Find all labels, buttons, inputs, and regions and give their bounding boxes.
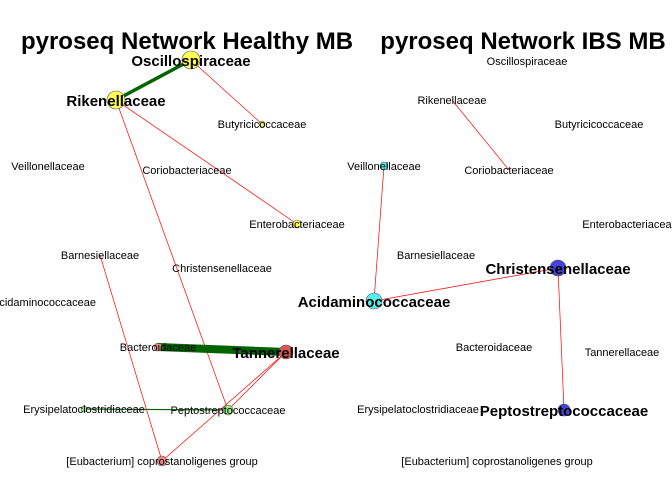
ibs-node-veillo: [379, 161, 389, 171]
ibs-edge-veillo-acidamino: [373, 165, 385, 302]
labels-layer: Oscillospiraceae Rikenellaceae Butyricicoc…: [0, 53, 672, 468]
healthy-node-erysip: [80, 405, 88, 413]
healthy-label-veillo: Veillonellaceae: [11, 161, 84, 173]
healthy-edge-rikenella-entero: [115, 99, 298, 225]
healthy-edge-barnes-eubact: [99, 254, 163, 462]
healthy-label-acidamino: Acidaminococcaceae: [0, 297, 96, 309]
ibs-label-tanner: Tannerellaceae: [585, 347, 660, 359]
ibs-label-corio: Coriobacteriaceae: [464, 165, 553, 177]
healthy-node-butyri: [258, 120, 266, 128]
edges-layer: [83, 58, 565, 462]
healthy-edge-tanner-eubact: [161, 351, 287, 462]
healthy-label-entero: Enterobacteriaceae: [249, 219, 344, 231]
healthy-node-rikenella: [106, 90, 126, 110]
ibs-label-barnes: Barnesiellaceae: [397, 250, 475, 262]
healthy-label-corio: Coriobacteriaceae: [142, 165, 231, 177]
healthy-label-barnes: Barnesiellaceae: [61, 250, 139, 262]
healthy-node-tanner: [278, 344, 294, 360]
healthy-label-pepto: Peptostreptococcaceae: [171, 405, 286, 417]
healthy-label-eubact: [Eubacterium] coprostanoligenes group: [66, 456, 257, 468]
healthy-node-eubact: [156, 455, 168, 467]
ibs-label-erysip: Erysipelatoclostridiaceae: [357, 404, 479, 416]
ibs-label-acidamino: Acidaminococcaceae: [298, 294, 451, 311]
healthy-label-christ: Christensenellaceae: [172, 263, 272, 275]
healthy-network-title: pyroseq Network Healthy MB: [21, 28, 353, 55]
healthy-edge-erysip-pepto: [83, 408, 229, 411]
healthy-node-pepto: [222, 404, 234, 416]
ibs-node-pepto: [557, 403, 571, 417]
healthy-edge-rikenella-pepto: [115, 99, 229, 411]
ibs-label-rikenella: Rikenellaceae: [417, 95, 486, 107]
ibs-label-oscillo: Oscillospiraceae: [487, 56, 568, 68]
ibs-node-acidamino: [365, 292, 383, 310]
nodes-layer: [80, 50, 571, 467]
ibs-label-bactero: Bacteroidaceae: [456, 342, 532, 354]
healthy-label-erysip: Erysipelatoclostridiaceae: [23, 404, 145, 416]
healthy-node-entero: [292, 219, 302, 229]
ibs-edge-christ-pepto: [557, 267, 565, 411]
ibs-label-veillo: Veillonellaceae: [347, 161, 420, 173]
healthy-node-bactero: [153, 342, 163, 352]
ibs-label-eubact: [Eubacterium] coprostanoligenes group: [401, 456, 592, 468]
healthy-label-oscillo: Oscillospiraceae: [131, 53, 250, 70]
healthy-node-oscillo: [181, 50, 201, 70]
ibs-label-christ: Christensenellaceae: [485, 261, 630, 278]
healthy-label-rikenella: Rikenellaceae: [66, 93, 165, 110]
ibs-label-butyri: Butyricicoccaceae: [555, 119, 644, 131]
healthy-label-butyri: Butyricicoccaceae: [218, 119, 307, 131]
healthy-label-bactero: Bacteroidaceae: [120, 342, 196, 354]
ibs-edge-acidamino-christ: [373, 267, 559, 302]
ibs-label-entero: Enterobacteriaceae: [582, 219, 672, 231]
healthy-edge-bactero-tanner: [157, 343, 287, 356]
healthy-edge-oscillo-butyri: [190, 59, 263, 125]
ibs-network-title: pyroseq Network IBS MB: [380, 28, 665, 55]
healthy-label-tanner: Tannerellaceae: [232, 345, 339, 362]
healthy-edge-rikenella-oscillo: [115, 58, 192, 102]
ibs-node-christ: [549, 259, 567, 277]
ibs-edge-rikenella-corio: [451, 99, 510, 171]
ibs-label-pepto: Peptostreptococcaceae: [480, 403, 648, 420]
healthy-edge-tanner-pepto: [227, 351, 287, 411]
